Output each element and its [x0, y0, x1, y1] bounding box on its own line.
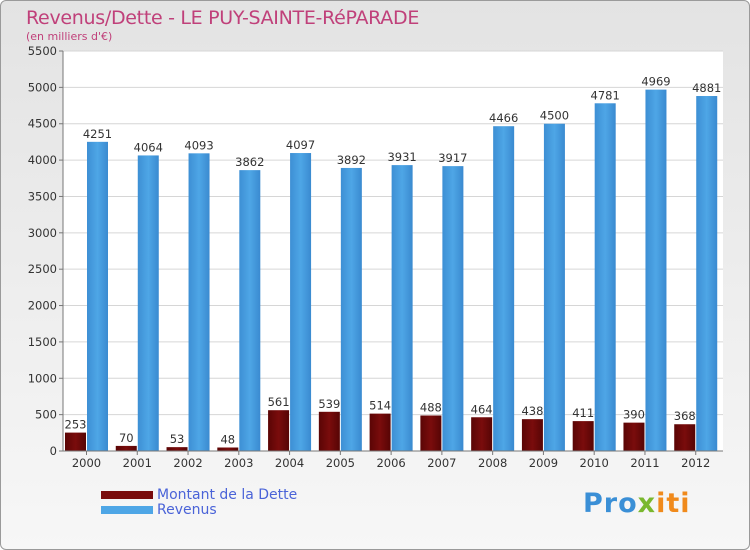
y-tick-label: 0: [50, 444, 57, 458]
bar-revenus: [239, 170, 261, 452]
bar-revenus: [340, 167, 362, 452]
y-tick-label: 5000: [28, 80, 57, 94]
x-tick-label: 2005: [326, 456, 355, 470]
x-tick-label: 2011: [630, 456, 659, 470]
bar-dette: [369, 413, 391, 451]
data-label-revenus: 3917: [438, 151, 467, 165]
data-label-revenus: 4500: [540, 109, 569, 123]
y-tick-label: 2000: [28, 299, 57, 313]
y-tick-label: 1000: [28, 371, 57, 385]
data-label-revenus: 4093: [184, 138, 213, 152]
y-tick-label: 3000: [28, 226, 57, 240]
bar-dette: [521, 419, 543, 451]
x-tick-label: 2007: [427, 456, 456, 470]
legend: Montant de la Dette Revenus: [101, 486, 298, 518]
x-tick-label: 2001: [123, 456, 152, 470]
data-label-revenus: 4781: [591, 88, 620, 102]
bar-dette: [268, 410, 290, 451]
x-tick-label: 2010: [580, 456, 609, 470]
data-label-dette: 411: [572, 406, 594, 420]
data-label-dette: 514: [369, 399, 391, 413]
label-layer: 253 4251 70 4064 53 4093 48 3862 561 4097 539 3892 5…: [65, 75, 722, 447]
bar-revenus: [696, 96, 718, 451]
bar-revenus: [290, 153, 312, 451]
bar-dette: [217, 447, 239, 451]
x-tick-label: 2003: [224, 456, 253, 470]
x-tick-label: 2004: [275, 456, 304, 470]
logo-part-2: x: [637, 488, 657, 519]
y-tick-label: 2500: [28, 262, 57, 276]
proxiti-logo: Proxiti: [583, 488, 691, 519]
chart-title: Revenus/Dette - LE PUY-SAINTE-RéPARADE: [26, 7, 420, 29]
data-label-revenus: 4251: [83, 127, 112, 141]
bar-dette: [166, 447, 188, 451]
data-label-revenus: 4881: [692, 81, 721, 95]
legend-label-revenus: Revenus: [157, 501, 217, 518]
data-label-dette: 253: [65, 418, 87, 432]
data-label-revenus: 4969: [641, 75, 670, 89]
logo-part-1: Pro: [583, 488, 638, 519]
bar-dette: [115, 445, 137, 451]
x-tick-label: 2012: [681, 456, 710, 470]
data-label-dette: 53: [170, 432, 185, 446]
data-label-dette: 488: [420, 401, 442, 415]
legend-item-revenus: Revenus: [101, 501, 297, 518]
bar-revenus: [493, 126, 515, 451]
data-label-revenus: 3862: [235, 155, 264, 169]
data-label-dette: 368: [674, 409, 696, 423]
chart-subtitle: (en milliers d'€): [26, 30, 113, 43]
bar-revenus: [137, 155, 159, 451]
data-label-dette: 464: [471, 402, 493, 416]
data-label-revenus: 3892: [337, 153, 366, 167]
data-label-dette: 48: [220, 433, 235, 447]
bar-dette: [471, 417, 493, 451]
data-label-dette: 438: [521, 404, 543, 418]
x-tick-label: 2002: [173, 456, 202, 470]
y-tick-label: 5500: [28, 44, 57, 58]
y-tick-label: 4000: [28, 153, 57, 167]
bar-revenus: [87, 141, 108, 451]
bar-dette: [674, 424, 696, 451]
x-tick-label: 2006: [376, 456, 405, 470]
bar-revenus: [391, 165, 413, 452]
bar-dette: [572, 421, 594, 451]
bar-dette: [318, 411, 340, 451]
bar-dette: [65, 432, 86, 451]
data-label-dette: 539: [318, 397, 340, 411]
data-label-dette: 561: [268, 395, 290, 409]
data-label-revenus: 4064: [134, 140, 163, 154]
data-label-revenus: 4466: [489, 111, 518, 125]
y-tick-label: 1500: [28, 335, 57, 349]
data-label-revenus: 4097: [286, 138, 315, 152]
legend-item-dette: Montant de la Dette: [101, 486, 298, 503]
data-label-revenus: 3931: [387, 150, 416, 164]
y-tick-label: 500: [35, 408, 57, 422]
data-label-dette: 390: [623, 408, 645, 422]
bar-revenus: [543, 123, 565, 452]
bar-dette: [623, 422, 645, 451]
axis-layer: 0 500 1000 1500 2000 2500 3000 3500 4000 4500 5000…: [28, 44, 723, 470]
legend-swatch-dette: [101, 490, 153, 499]
bar-revenus: [594, 103, 616, 452]
x-tick-label: 2000: [72, 456, 101, 470]
bar-layer: [65, 89, 718, 452]
bar-dette: [420, 415, 442, 451]
logo-part-3: iti: [656, 488, 691, 519]
legend-label-dette: Montant de la Dette: [157, 486, 298, 503]
legend-swatch-revenus: [101, 505, 153, 514]
x-tick-label: 2008: [478, 456, 507, 470]
y-tick-label: 4500: [28, 117, 57, 131]
data-label-dette: 70: [119, 431, 134, 445]
bar-revenus: [188, 153, 210, 451]
bar-revenus: [645, 89, 667, 452]
x-tick-label: 2009: [529, 456, 558, 470]
bar-revenus: [442, 166, 464, 452]
y-tick-label: 3500: [28, 189, 57, 203]
